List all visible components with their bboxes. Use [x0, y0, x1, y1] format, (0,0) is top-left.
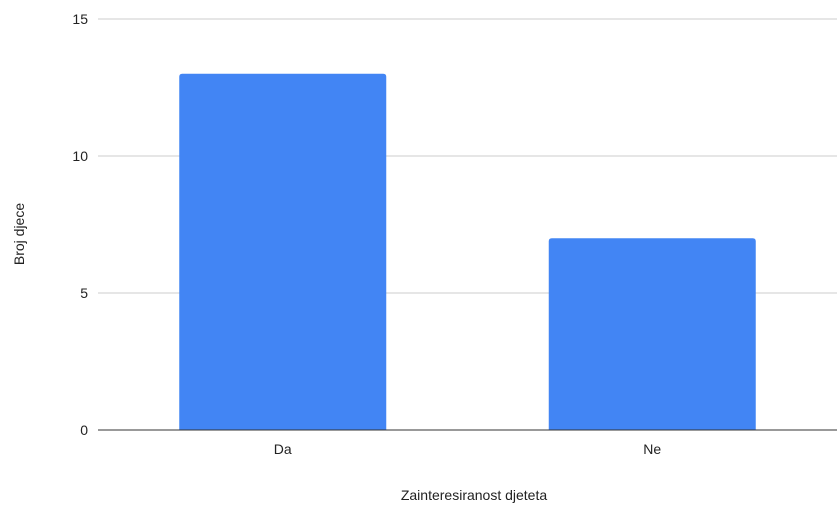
y-axis-title: Broj djece — [11, 203, 27, 265]
y-tick-label: 10 — [72, 148, 88, 164]
bar-da — [179, 73, 387, 431]
bars — [179, 73, 756, 431]
x-tick-label: Da — [274, 441, 292, 457]
y-tick-label: 5 — [80, 285, 88, 301]
y-tick-label: 15 — [72, 11, 88, 27]
x-axis-title: Zainteresiranost djeteta — [401, 487, 548, 503]
tick-labels: 0 5 10 15 Da Ne — [72, 11, 661, 457]
bar-ne — [548, 238, 756, 430]
x-tick-label: Ne — [643, 441, 661, 457]
y-tick-label: 0 — [80, 422, 88, 438]
